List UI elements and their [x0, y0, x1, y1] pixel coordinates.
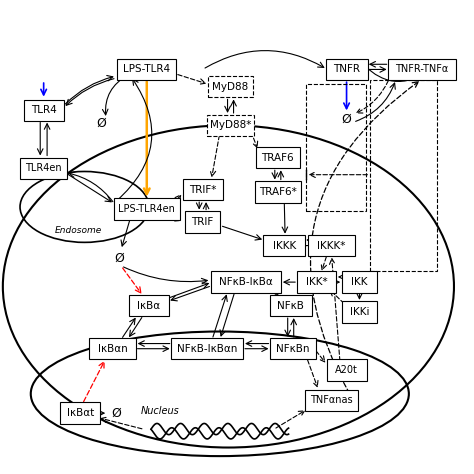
- FancyBboxPatch shape: [89, 338, 136, 359]
- Text: NFκB: NFκB: [277, 301, 304, 311]
- FancyBboxPatch shape: [117, 59, 176, 80]
- Text: Ø: Ø: [97, 117, 107, 130]
- FancyBboxPatch shape: [171, 338, 243, 359]
- Text: IKKK: IKKK: [273, 241, 296, 251]
- Text: Nucleus: Nucleus: [140, 406, 179, 416]
- FancyBboxPatch shape: [209, 76, 253, 97]
- Text: LPS-TLR4: LPS-TLR4: [123, 64, 170, 74]
- Text: IKKi: IKKi: [350, 307, 369, 317]
- FancyBboxPatch shape: [24, 100, 64, 121]
- FancyBboxPatch shape: [255, 181, 301, 202]
- Text: TRIF: TRIF: [191, 217, 214, 227]
- Text: IκBαt: IκBαt: [66, 408, 94, 418]
- Text: TNFαnas: TNFαnas: [310, 395, 353, 405]
- Text: IKK*: IKK*: [306, 277, 328, 287]
- FancyBboxPatch shape: [388, 59, 456, 80]
- Text: MyD88*: MyD88*: [210, 120, 251, 130]
- FancyBboxPatch shape: [210, 272, 281, 293]
- FancyBboxPatch shape: [270, 295, 312, 317]
- FancyBboxPatch shape: [255, 147, 300, 168]
- Text: TRIF*: TRIF*: [189, 185, 216, 195]
- FancyBboxPatch shape: [270, 338, 316, 359]
- Text: IKKK*: IKKK*: [317, 241, 346, 251]
- Text: TNFR: TNFR: [333, 64, 360, 74]
- FancyBboxPatch shape: [305, 390, 358, 411]
- Text: IκBα: IκBα: [137, 301, 161, 311]
- Text: Endosome: Endosome: [55, 226, 101, 235]
- Text: Ø: Ø: [112, 407, 122, 419]
- Text: NFκBn: NFκBn: [276, 344, 310, 354]
- Text: LPS-TLR4en: LPS-TLR4en: [118, 204, 175, 214]
- FancyBboxPatch shape: [129, 295, 169, 317]
- Text: TRAF6*: TRAF6*: [259, 187, 297, 197]
- FancyBboxPatch shape: [185, 211, 220, 233]
- FancyBboxPatch shape: [114, 198, 180, 220]
- Text: A20t: A20t: [335, 365, 358, 375]
- FancyBboxPatch shape: [342, 301, 377, 323]
- FancyBboxPatch shape: [20, 157, 67, 179]
- Text: Ø: Ø: [342, 112, 352, 125]
- FancyBboxPatch shape: [263, 235, 305, 256]
- Text: NFκB-IκBα: NFκB-IκBα: [219, 277, 273, 287]
- Text: IKK: IKK: [351, 277, 368, 287]
- FancyBboxPatch shape: [342, 272, 377, 293]
- Text: MyD88: MyD88: [212, 82, 249, 91]
- Text: TRAF6: TRAF6: [262, 153, 294, 163]
- Text: IκBαn: IκBαn: [98, 344, 128, 354]
- Text: TLR4en: TLR4en: [25, 163, 62, 173]
- FancyBboxPatch shape: [297, 272, 337, 293]
- FancyBboxPatch shape: [60, 402, 100, 424]
- Text: Ø: Ø: [114, 252, 124, 265]
- FancyBboxPatch shape: [207, 115, 254, 136]
- Text: TLR4: TLR4: [31, 105, 56, 115]
- FancyBboxPatch shape: [326, 59, 368, 80]
- FancyBboxPatch shape: [327, 359, 366, 381]
- FancyBboxPatch shape: [308, 235, 355, 256]
- FancyBboxPatch shape: [182, 179, 223, 201]
- Text: NFκB-IκBαn: NFκB-IκBαn: [177, 344, 237, 354]
- Text: TNFR-TNFα: TNFR-TNFα: [395, 64, 448, 74]
